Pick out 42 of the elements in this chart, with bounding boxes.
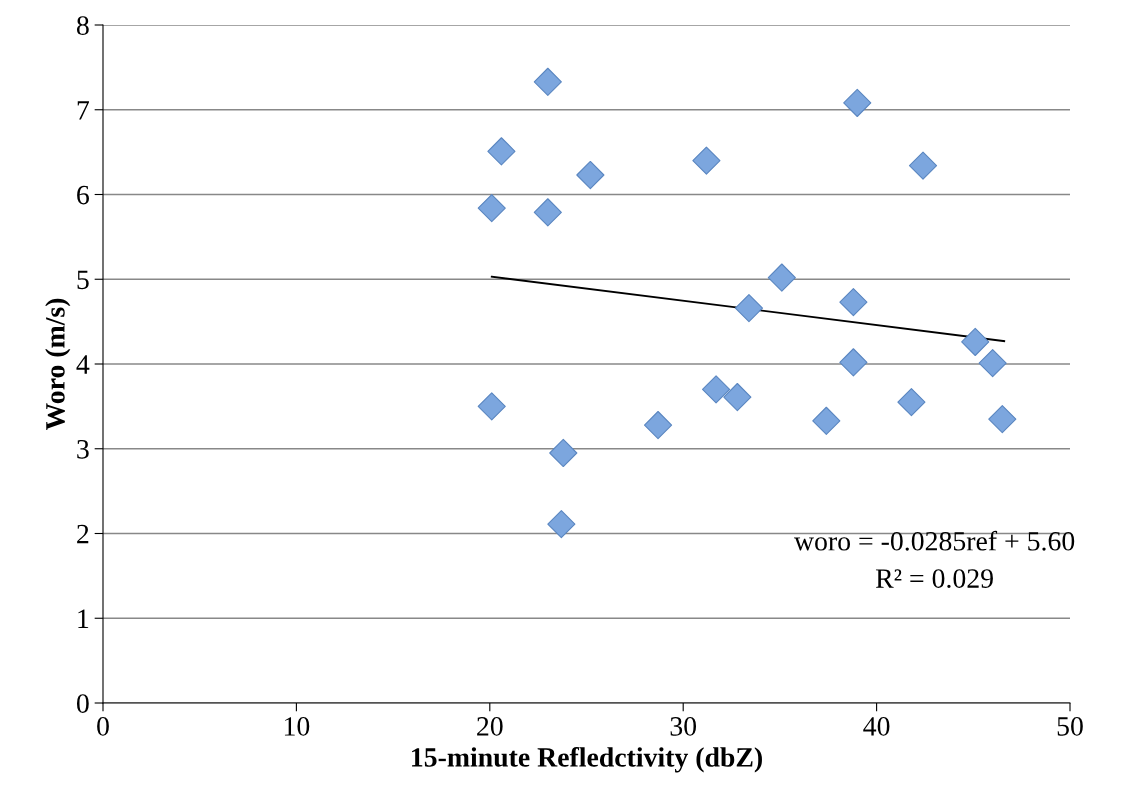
y-tick-label: 8 [76,16,89,35]
point [978,349,1007,378]
y-tick-label: 6 [77,185,89,205]
x-tick-label: 0 [97,717,109,736]
y-tick-label: 2 [77,524,89,544]
y-tick-label: 0 [76,694,89,713]
point [549,438,578,468]
point [734,293,764,323]
point [547,510,576,539]
point [988,404,1017,434]
annotation: woro = -0.0285ref + 5.60 [794,530,1075,551]
y-tick-label: 5 [77,270,89,290]
point [701,375,731,404]
point [487,137,516,166]
annotation: R² = 0.029 [875,569,993,589]
y-tick-label: 7 [77,101,90,120]
point [843,88,872,118]
point [908,151,938,180]
point [839,288,868,317]
point [897,388,926,417]
point [643,410,673,440]
point [961,327,990,357]
point [839,348,868,377]
y-tick-label: 1 [78,609,89,628]
point [723,382,752,412]
point [533,67,562,96]
y-axis-title: Woro (m/s) [45,298,71,431]
point [576,160,605,190]
x-tick-label: 50 [1057,717,1083,736]
point [533,198,562,227]
x-tick-label: 20 [477,717,503,736]
point [812,406,841,435]
point [692,146,721,175]
y-tick-label: 3 [77,439,89,459]
point [477,193,506,223]
point [477,392,506,421]
x-tick-label: 30 [670,717,697,736]
x-tick-label: 40 [863,717,890,736]
point [767,263,796,292]
x-tick-label: 10 [284,717,310,736]
x-axis-title: 15-minute Refledctivity (dbZ) [412,746,762,773]
y-tick-label: 4 [76,355,90,374]
